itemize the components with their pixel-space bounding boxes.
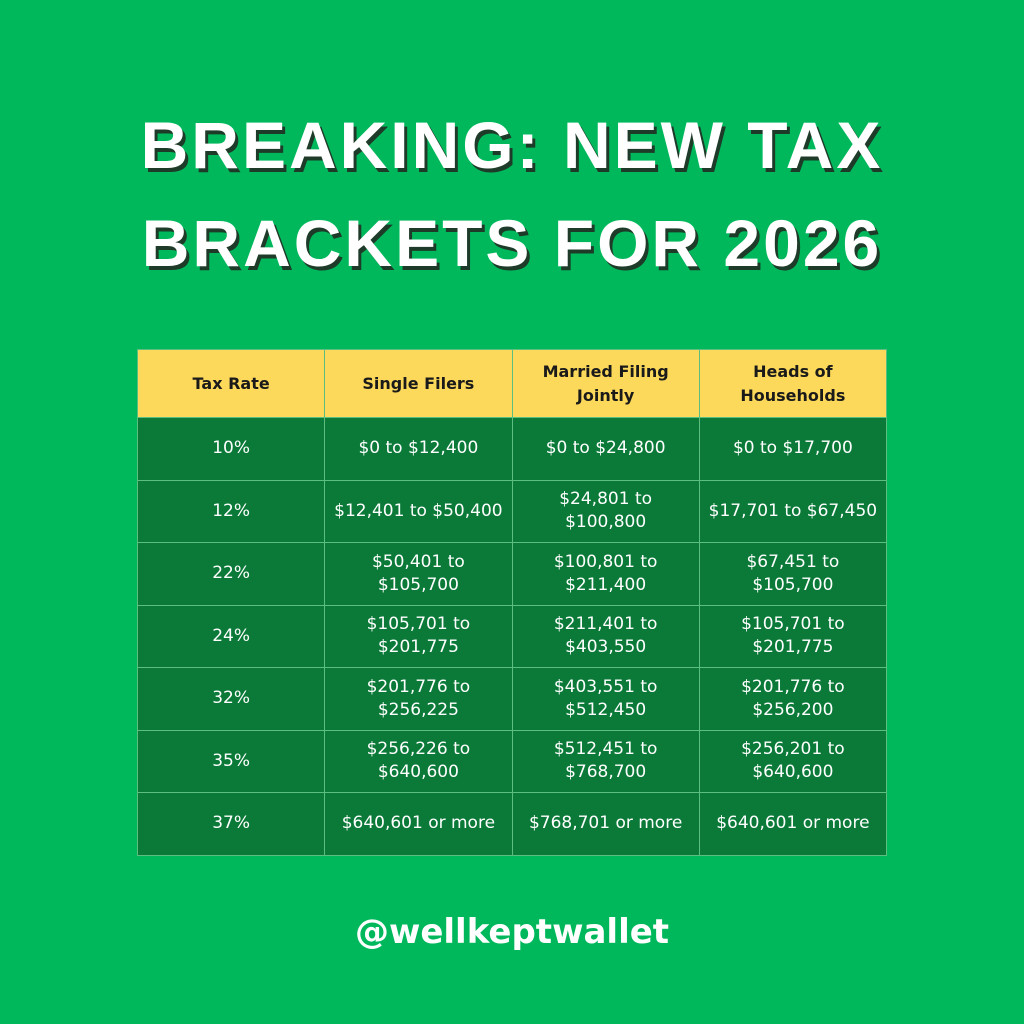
column-header: Married Filing Jointly: [511, 349, 700, 418]
rate-cell: 12%: [136, 479, 326, 543]
title-line: BREAKING: NEW TAX: [140, 108, 884, 182]
bracket-cell: $256,226 to $640,600: [324, 729, 513, 793]
table-row: 24% $105,701 to $201,775 $211,401 to $403,…: [136, 604, 888, 668]
bracket-cell: $768,701 or more: [511, 792, 700, 856]
rate-cell: 22%: [136, 542, 326, 606]
column-header: Tax Rate: [136, 349, 326, 418]
column-header: Single Filers: [324, 349, 513, 418]
bracket-cell: $201,776 to $256,200: [698, 667, 888, 731]
bracket-cell: $67,451 to $105,700: [698, 542, 888, 606]
column-header: Heads of Households: [698, 349, 888, 418]
handle: @wellkeptwallet: [354, 912, 670, 952]
bracket-cell: $211,401 to $403,550: [511, 604, 700, 668]
bracket-cell: $12,401 to $50,400: [324, 479, 513, 543]
rate-cell: 37%: [136, 792, 326, 856]
bracket-cell: $17,701 to $67,450: [698, 479, 888, 543]
bracket-cell: $640,601 or more: [698, 792, 888, 856]
bracket-cell: $50,401 to $105,700: [324, 542, 513, 606]
bracket-cell: $512,451 to $768,700: [511, 729, 700, 793]
table-row: 32% $201,776 to $256,225 $403,551 to $512,…: [136, 667, 888, 731]
table-body: 10% $0 to $12,400 $0 to $24,800 $0 to $17,7…: [136, 417, 888, 856]
table-row: 22% $50,401 to $105,700 $100,801 to $211,4…: [136, 542, 888, 606]
table-row: 10% $0 to $12,400 $0 to $24,800 $0 to $17,7…: [136, 417, 888, 481]
table-row: 35% $256,226 to $640,600 $512,451 to $768,…: [136, 729, 888, 793]
tax-table: Tax Rate Single Filers Married Filing Join…: [136, 349, 888, 856]
bracket-cell: $105,701 to $201,775: [698, 604, 888, 668]
title-line: BRACKETS FOR 2026: [141, 206, 883, 280]
bracket-cell: $0 to $24,800: [511, 417, 700, 481]
header-row: Tax Rate Single Filers Married Filing Join…: [136, 349, 888, 418]
bracket-cell: $100,801 to $211,400: [511, 542, 700, 606]
bracket-cell: $24,801 to $100,800: [511, 479, 700, 543]
rate-cell: 24%: [136, 604, 326, 668]
bracket-cell: $403,551 to $512,450: [511, 667, 700, 731]
table-row: 37% $640,601 or more $768,701 or more $640,…: [136, 792, 888, 856]
rate-cell: 32%: [136, 667, 326, 731]
bracket-cell: $105,701 to $201,775: [324, 604, 513, 668]
rate-cell: 35%: [136, 729, 326, 793]
table-row: 12% $12,401 to $50,400 $24,801 to $100,800…: [136, 479, 888, 543]
rate-cell: 10%: [136, 417, 326, 481]
bracket-cell: $0 to $12,400: [324, 417, 513, 481]
bracket-cell: $256,201 to $640,600: [698, 729, 888, 793]
bracket-cell: $201,776 to $256,225: [324, 667, 513, 731]
bracket-cell: $640,601 or more: [324, 792, 513, 856]
bracket-cell: $0 to $17,700: [698, 417, 888, 481]
